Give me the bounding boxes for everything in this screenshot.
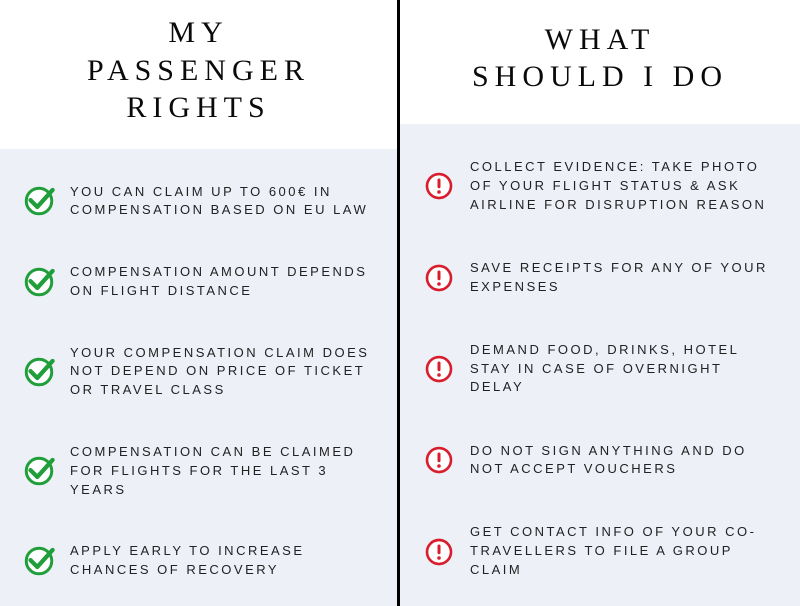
- item-text: Apply early to increase chances of recov…: [70, 542, 375, 580]
- item-text: Compensation can be claimed for flights …: [70, 443, 375, 500]
- list-item: Apply early to increase chances of recov…: [22, 536, 375, 586]
- list-item: Get contact info of your co-travellers t…: [422, 517, 778, 586]
- item-text: You can claim up to 600€ in compensation…: [70, 183, 375, 221]
- list-item: You can claim up to 600€ in compensation…: [22, 177, 375, 227]
- check-icon: [22, 544, 56, 578]
- infographic-container: MY PASSENGER RIGHTS You can claim up to …: [0, 0, 800, 606]
- right-title: WHAT SHOULD I DO: [472, 21, 728, 96]
- alert-icon: [422, 169, 456, 203]
- list-item: Demand food, drinks, hotel stay in case …: [422, 335, 778, 404]
- check-icon: [22, 355, 56, 389]
- left-body: You can claim up to 600€ in compensation…: [0, 149, 397, 606]
- right-header: WHAT SHOULD I DO: [400, 0, 800, 124]
- check-icon: [22, 184, 56, 218]
- item-text: Demand food, drinks, hotel stay in case …: [470, 341, 778, 398]
- list-item: Compensation amount depends on flight di…: [22, 257, 375, 307]
- check-icon: [22, 265, 56, 299]
- list-item: Save receipts for any of your expenses: [422, 253, 778, 303]
- item-text: Do not sign anything and do not accept v…: [470, 442, 778, 480]
- check-icon: [22, 454, 56, 488]
- alert-icon: [422, 261, 456, 295]
- list-item: Compensation can be claimed for flights …: [22, 437, 375, 506]
- item-text: Compensation amount depends on flight di…: [70, 263, 375, 301]
- right-body: Collect evidence: take photo of your fli…: [400, 124, 800, 606]
- left-header: MY PASSENGER RIGHTS: [0, 0, 397, 149]
- item-text: Get contact info of your co-travellers t…: [470, 523, 778, 580]
- list-item: Your compensation claim does not depend …: [22, 338, 375, 407]
- item-text: Your compensation claim does not depend …: [70, 344, 375, 401]
- alert-icon: [422, 535, 456, 569]
- left-column: MY PASSENGER RIGHTS You can claim up to …: [0, 0, 400, 606]
- list-item: Collect evidence: take photo of your fli…: [422, 152, 778, 221]
- list-item: Do not sign anything and do not accept v…: [422, 436, 778, 486]
- left-title: MY PASSENGER RIGHTS: [87, 14, 310, 127]
- alert-icon: [422, 443, 456, 477]
- item-text: Save receipts for any of your expenses: [470, 259, 778, 297]
- alert-icon: [422, 352, 456, 386]
- right-column: WHAT SHOULD I DO Collect evidence: take …: [400, 0, 800, 606]
- item-text: Collect evidence: take photo of your fli…: [470, 158, 778, 215]
